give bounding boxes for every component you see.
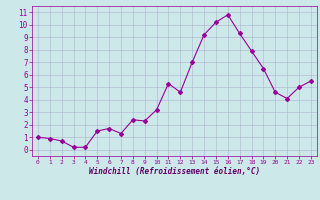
X-axis label: Windchill (Refroidissement éolien,°C): Windchill (Refroidissement éolien,°C) bbox=[89, 167, 260, 176]
